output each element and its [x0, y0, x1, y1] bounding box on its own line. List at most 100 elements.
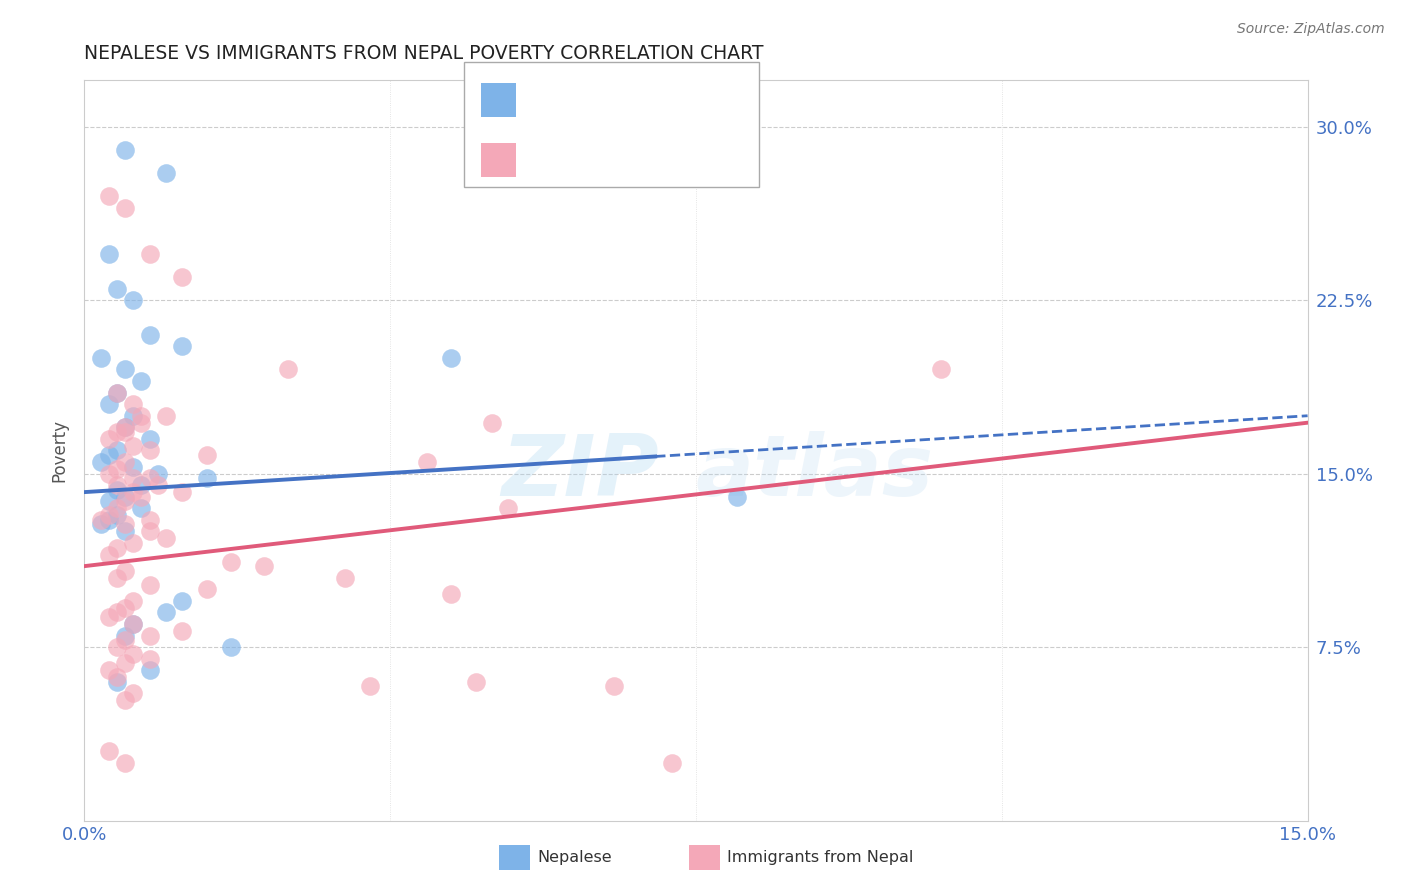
Point [131, 374, 153, 388]
Point [90, 517, 112, 532]
Point [603, 680, 626, 694]
Text: N =: N = [628, 151, 681, 169]
Point [277, 362, 299, 376]
Point [105, 385, 128, 400]
Point [155, 166, 177, 180]
Text: Immigrants from Nepal: Immigrants from Nepal [727, 850, 914, 864]
Point [195, 448, 218, 462]
Point [97, 513, 120, 527]
Text: 0.053: 0.053 [572, 91, 628, 109]
Point [97, 744, 120, 758]
Point [114, 564, 136, 578]
Point [114, 524, 136, 539]
Point [97, 494, 120, 508]
Point [929, 362, 952, 376]
Point [195, 582, 218, 597]
Point [105, 640, 128, 654]
Point [114, 600, 136, 615]
Point [131, 490, 153, 504]
Point [131, 501, 153, 516]
Point [464, 674, 486, 689]
Point [155, 606, 177, 620]
Text: N =: N = [628, 91, 681, 109]
Point [138, 471, 160, 485]
Point [219, 640, 242, 654]
Point [97, 508, 120, 523]
Point [253, 559, 276, 574]
Text: Nepalese: Nepalese [537, 850, 612, 864]
Point [122, 439, 145, 453]
Point [359, 680, 381, 694]
Point [131, 416, 153, 430]
Point [172, 485, 194, 500]
Point [138, 432, 160, 446]
Point [138, 628, 160, 642]
Point [105, 478, 128, 492]
Point [122, 409, 145, 423]
Point [155, 409, 177, 423]
Point [114, 425, 136, 439]
Point [122, 617, 145, 632]
Point [105, 508, 128, 523]
Point [440, 587, 463, 601]
Point [97, 548, 120, 562]
Point [440, 351, 463, 365]
Point [105, 462, 128, 476]
Point [97, 247, 120, 261]
Point [105, 606, 128, 620]
Text: R =: R = [530, 91, 569, 109]
Point [105, 571, 128, 585]
Point [122, 686, 145, 700]
Point [146, 467, 169, 481]
Point [114, 362, 136, 376]
Point [105, 541, 128, 555]
Point [114, 143, 136, 157]
Point [105, 281, 128, 295]
Point [114, 494, 136, 508]
Point [138, 524, 160, 539]
Point [114, 633, 136, 648]
Point [138, 663, 160, 677]
Point [114, 420, 136, 434]
Point [114, 628, 136, 642]
Text: Source: ZipAtlas.com: Source: ZipAtlas.com [1237, 22, 1385, 37]
Point [146, 478, 169, 492]
Point [122, 397, 145, 411]
Point [114, 517, 136, 532]
Point [155, 532, 177, 546]
Point [498, 501, 520, 516]
Text: 0.156: 0.156 [572, 151, 628, 169]
Point [138, 327, 160, 342]
Point [138, 443, 160, 458]
Point [97, 448, 120, 462]
Point [122, 471, 145, 485]
Point [90, 351, 112, 365]
Point [97, 432, 120, 446]
Point [138, 577, 160, 591]
Point [114, 657, 136, 671]
Point [97, 397, 120, 411]
Point [105, 670, 128, 684]
Text: NEPALESE VS IMMIGRANTS FROM NEPAL POVERTY CORRELATION CHART: NEPALESE VS IMMIGRANTS FROM NEPAL POVERT… [84, 45, 763, 63]
Point [114, 201, 136, 215]
Text: 72: 72 [673, 151, 699, 169]
Point [97, 189, 120, 203]
Point [105, 425, 128, 439]
Point [138, 651, 160, 665]
Text: ZIP: ZIP [502, 431, 659, 514]
Point [195, 471, 218, 485]
Point [131, 478, 153, 492]
Point [105, 385, 128, 400]
Point [122, 293, 145, 307]
Text: 39: 39 [673, 91, 699, 109]
Point [725, 490, 748, 504]
Point [114, 693, 136, 707]
Point [114, 490, 136, 504]
Point [138, 513, 160, 527]
Point [105, 483, 128, 497]
Point [97, 663, 120, 677]
Point [661, 756, 683, 770]
Point [172, 594, 194, 608]
Point [105, 674, 128, 689]
Point [105, 443, 128, 458]
